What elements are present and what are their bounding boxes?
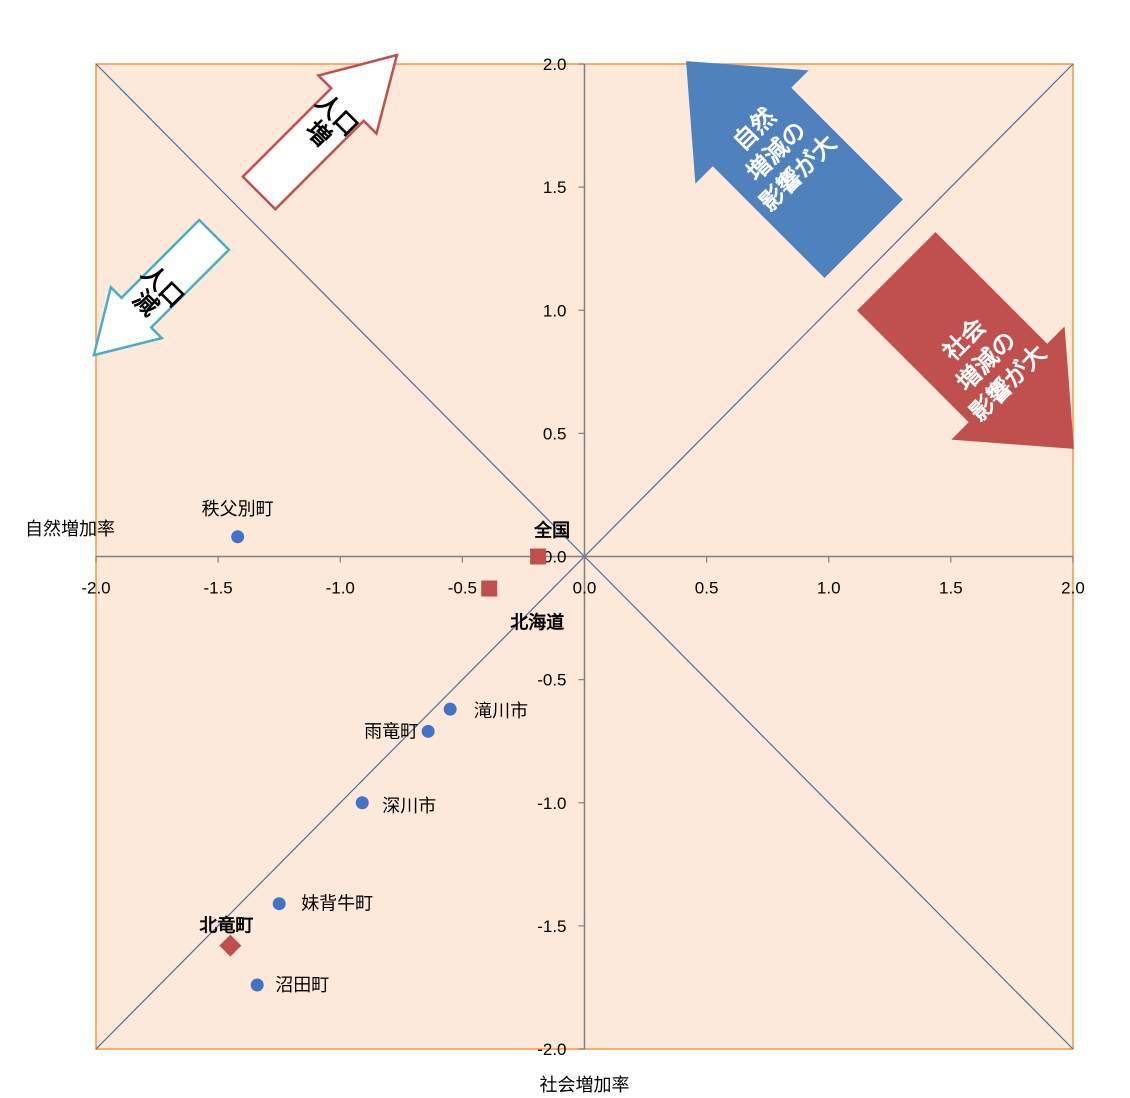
outline-arrow-shape (92, 218, 231, 357)
point-label: 北海道 (510, 612, 564, 634)
point-marker-square (530, 548, 547, 565)
point-label: 沼田町 (275, 975, 329, 996)
x-tick-label: 1.5 (939, 579, 963, 598)
y-tick-label: 1.5 (543, 178, 567, 197)
y-tick-label: 0.0 (543, 548, 567, 567)
point-marker-square (481, 580, 498, 597)
x-axis-title: 社会増加率 (540, 1075, 630, 1096)
y-tick-label: -1.0 (537, 794, 566, 813)
annotation-arrow (686, 61, 903, 278)
x-tick-label: -1.5 (203, 579, 232, 598)
point-marker-circle (250, 978, 264, 992)
axes: -2.0 -1.5 -1.0 -0.5 0.0 0.5 1.0 1.5 2.0 2.0 1.5 1.0… (81, 55, 1084, 1059)
outline-arrow-shape (241, 53, 399, 211)
point-label: 妹背牛町 (301, 894, 373, 915)
x-tick-label: 0.5 (695, 579, 719, 598)
y-axis-title: 自然増加率 (25, 519, 115, 540)
point-marker-circle (231, 530, 245, 544)
y-tick-label: -0.5 (537, 671, 566, 690)
annotation-arrow (857, 232, 1074, 449)
annotation-arrow (92, 218, 231, 357)
x-tick-label: -0.5 (448, 579, 477, 598)
filled-arrow-shape (857, 232, 1074, 449)
point-label: 全国 (533, 520, 570, 542)
point-label: 北竜町 (199, 915, 253, 937)
x-tick-label: 2.0 (1061, 579, 1085, 598)
point-marker-diamond (219, 934, 242, 957)
x-tick-label: 0.0 (573, 579, 597, 598)
y-tick-label: 2.0 (543, 55, 567, 74)
x-tick-label: -1.0 (326, 579, 355, 598)
point-marker-circle (355, 796, 369, 810)
point-label: 秩父別町 (202, 499, 274, 520)
y-tick-label: 1.0 (543, 301, 567, 320)
filled-arrow-shape (686, 61, 903, 278)
point-marker-circle (443, 702, 457, 716)
point-label: 雨竜町 (364, 721, 418, 742)
y-tick-label: 0.5 (543, 424, 567, 443)
x-tick-label: -2.0 (81, 579, 110, 598)
y-tick-label: -2.0 (537, 1040, 566, 1059)
point-label: 深川市 (382, 796, 436, 817)
x-tick-label: 1.0 (817, 579, 841, 598)
point-marker-circle (272, 897, 286, 911)
y-tick-label: -1.5 (537, 917, 566, 936)
point-label: 滝川市 (474, 701, 528, 722)
annotation-arrow (241, 53, 399, 211)
point-marker-circle (421, 724, 435, 738)
data-points (219, 530, 547, 992)
